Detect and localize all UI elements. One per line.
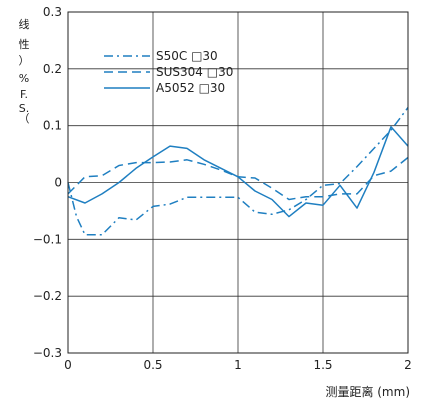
y-axis-label-glyph: 线 [19, 17, 30, 31]
y-axis-label: 线性 ）% F.S.（ [19, 17, 30, 125]
series-line [67, 107, 409, 236]
x-tick-label: 0.5 [143, 358, 162, 372]
y-tick-label: 0.1 [43, 119, 62, 133]
y-axis-label-glyph: ） [19, 54, 30, 67]
x-axis-label: 测量距离 (mm) [325, 384, 410, 399]
y-tick-label: 0 [54, 176, 62, 190]
y-tick-label: 0.2 [43, 62, 62, 76]
y-axis-label-glyph: 性 [19, 37, 30, 51]
series-lines [67, 107, 409, 236]
series-line [67, 126, 409, 218]
x-tick-label: 0 [64, 358, 72, 372]
y-tick-label: −0.2 [33, 289, 62, 303]
tick-labels: 0.30.20.10−0.1−0.2−0.30 0.5 1 1.5 2 [33, 5, 412, 372]
legend-label: S50C □30 [156, 49, 218, 63]
y-axis-label-glyph: F. [20, 88, 28, 101]
y-axis-label-glyph: （ [19, 112, 30, 125]
y-tick-label: −0.3 [33, 346, 62, 360]
y-tick-label: −0.1 [33, 232, 62, 246]
legend-label: SUS304 □30 [156, 65, 233, 79]
plot-frame [67, 11, 409, 354]
y-axis-label-glyph: % [19, 72, 29, 85]
x-tick-label: 1.5 [313, 358, 332, 372]
x-tick-label: 1 [234, 358, 242, 372]
legend: S50C □30 SUS304 □30 A5052 □30 [104, 49, 233, 95]
y-tick-label: 0.3 [43, 5, 62, 19]
legend-label: A5052 □30 [156, 81, 225, 95]
x-tick-label: 2 [404, 358, 412, 372]
y-axis-label-glyph: S. [19, 102, 29, 115]
